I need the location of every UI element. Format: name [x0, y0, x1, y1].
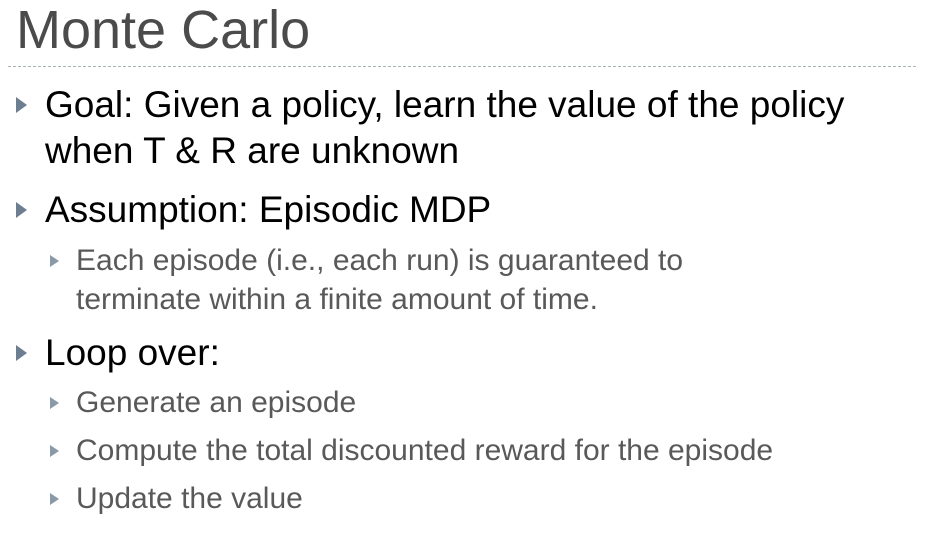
sub-bullet-generate-line-1: Generate an episode — [76, 386, 357, 419]
title-divider — [8, 66, 916, 67]
sub-bullet-compute-line-1: Compute the total discounted reward for … — [76, 434, 774, 467]
triangle-bullet-icon — [16, 202, 27, 218]
sub-bullet-episode-line-2: terminate within a finite amount of time… — [76, 283, 598, 316]
small-triangle-bullet-icon — [50, 493, 59, 505]
sub-bullet-update-text: Update the value — [76, 479, 303, 518]
sub-bullet-episode-text: Each episode (i.e., each run) is guarant… — [76, 241, 683, 319]
sub-bullet-episode-line-1: Each episode (i.e., each run) is guarant… — [76, 244, 684, 277]
bullet-loop-line-1: Loop over: — [45, 332, 220, 373]
bullet-goal-line-2: when T & R are unknown — [45, 130, 460, 171]
bullet-assumption-line-1: Assumption: Episodic MDP — [45, 189, 492, 230]
bullet-assumption-text: Assumption: Episodic MDP — [45, 187, 491, 233]
slide-title: Monte Carlo — [16, 0, 311, 60]
sub-bullet-compute-text: Compute the total discounted reward for … — [76, 431, 773, 470]
sub-bullet-generate-text: Generate an episode — [76, 383, 356, 422]
small-triangle-bullet-icon — [50, 445, 59, 457]
sub-bullet-update-line-1: Update the value — [76, 482, 303, 515]
triangle-bullet-icon — [16, 345, 27, 361]
bullet-goal-text: Goal: Given a policy, learn the value of… — [45, 82, 844, 174]
bullet-loop-text: Loop over: — [45, 330, 220, 376]
bullet-goal-line-1: Goal: Given a policy, learn the value of… — [45, 84, 845, 125]
small-triangle-bullet-icon — [50, 397, 59, 409]
small-triangle-bullet-icon — [50, 255, 59, 267]
triangle-bullet-icon — [16, 97, 27, 113]
